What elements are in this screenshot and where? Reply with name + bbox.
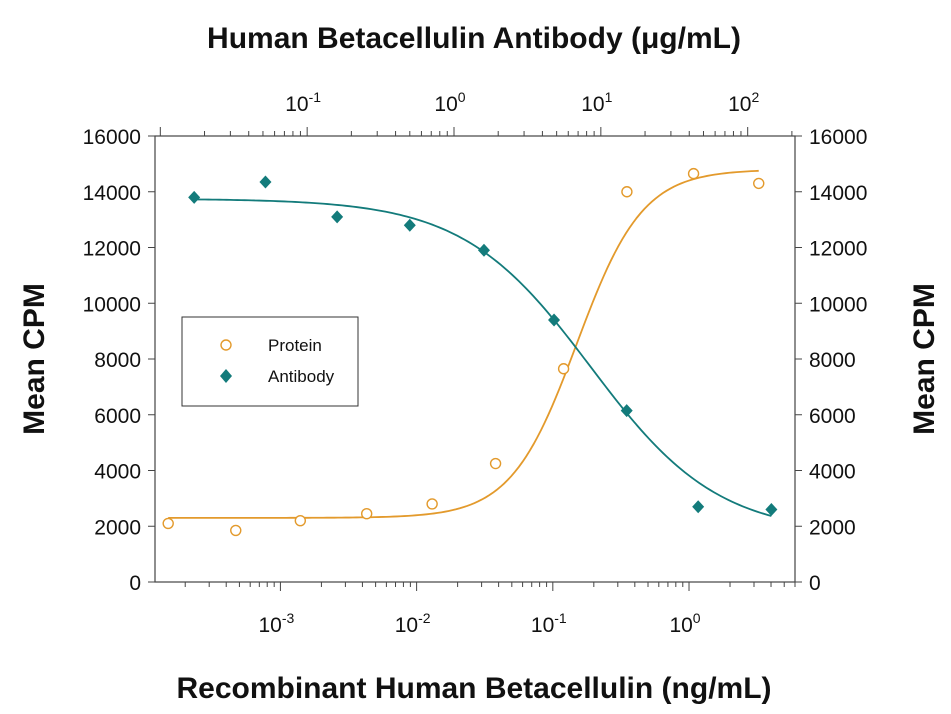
y-tick-label: 0 xyxy=(129,572,141,595)
protein-point xyxy=(621,186,633,198)
antibody-point xyxy=(331,210,344,224)
y2-tick-label: 6000 xyxy=(809,405,856,428)
legend-protein-label: Protein xyxy=(268,336,322,355)
left-axis-ticks: 0 2000 4000 6000 8000 10000 12000 14000 16000 xyxy=(83,126,155,595)
antibody-point xyxy=(403,218,416,232)
protein-point xyxy=(753,177,765,190)
y2-tick-label: 2000 xyxy=(809,516,856,539)
x-tick-label: 100 xyxy=(669,610,700,637)
x-tick-label: 10-3 xyxy=(259,610,295,637)
antibody-point xyxy=(765,503,778,517)
x-tick-label: 10-2 xyxy=(395,610,431,637)
protein-point xyxy=(162,517,174,530)
y-tick-label: 16000 xyxy=(83,126,141,149)
protein-point xyxy=(687,167,700,180)
protein-point xyxy=(230,524,242,537)
top-axis-title: Human Betacellulin Antibody (μg/mL) xyxy=(207,22,741,55)
antibody-point xyxy=(477,243,490,257)
antibody-point xyxy=(259,175,272,189)
y2-tick-label: 12000 xyxy=(809,238,867,261)
right-axis-ticks: 0 2000 4000 6000 8000 10000 12000 14000 16000 xyxy=(795,126,867,595)
bottom-axis-title: Recombinant Human Betacellulin (ng/mL) xyxy=(176,672,771,705)
legend: Protein Antibody xyxy=(181,316,359,407)
protein-point xyxy=(426,498,438,510)
antibody-point xyxy=(548,313,561,327)
y2-tick-label: 8000 xyxy=(809,349,856,372)
left-axis-title: Mean CPM xyxy=(18,283,51,435)
y-tick-label: 8000 xyxy=(94,349,141,372)
antibody-point xyxy=(188,190,201,204)
y-tick-label: 10000 xyxy=(83,293,141,316)
protein-point xyxy=(360,508,373,520)
fit-curve-protein xyxy=(168,169,759,519)
y-tick-label: 2000 xyxy=(94,516,141,539)
x-tick-label: 10-1 xyxy=(531,610,567,637)
y2-tick-label: 4000 xyxy=(809,461,856,484)
right-axis-title: Mean CPM xyxy=(908,283,941,435)
x2-tick-label: 102 xyxy=(728,89,759,116)
bottom-axis-ticks: 10-3 10-2 10-1 100 xyxy=(184,582,796,637)
legend-antibody-marker xyxy=(220,369,232,383)
legend-protein-marker xyxy=(220,339,232,351)
legend-box xyxy=(181,316,359,407)
x2-tick-label: 10-1 xyxy=(285,89,321,116)
x2-tick-label: 101 xyxy=(581,89,612,116)
y2-tick-label: 0 xyxy=(809,572,821,595)
y-tick-label: 12000 xyxy=(83,238,141,261)
antibody-point xyxy=(692,500,705,514)
legend-antibody-label: Antibody xyxy=(268,367,335,386)
y2-tick-label: 10000 xyxy=(809,293,867,316)
x2-tick-label: 100 xyxy=(434,89,465,116)
data-points xyxy=(162,167,778,537)
y2-tick-label: 16000 xyxy=(809,126,867,149)
y-tick-label: 4000 xyxy=(94,461,141,484)
protein-point xyxy=(489,457,502,470)
y-tick-label: 14000 xyxy=(83,182,141,205)
protein-point xyxy=(557,363,570,375)
antibody-point xyxy=(620,404,633,418)
y-tick-label: 6000 xyxy=(94,405,141,428)
y2-tick-label: 14000 xyxy=(809,182,867,205)
top-axis-ticks: 10-1 100 101 102 xyxy=(159,89,793,136)
protein-point xyxy=(294,514,307,527)
